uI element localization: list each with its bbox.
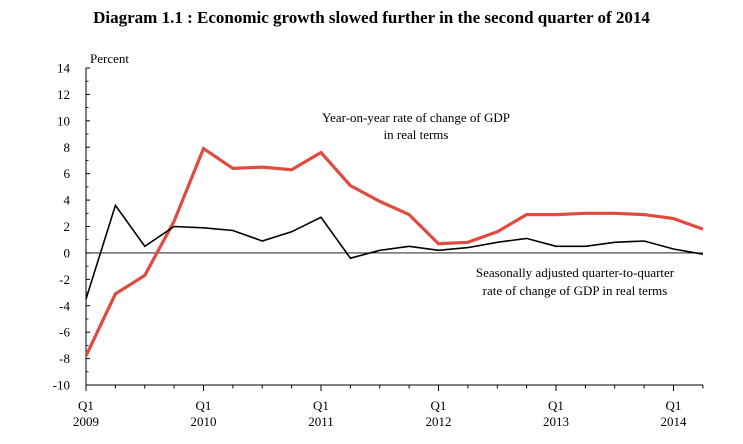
x-tick-label-quarter: Q1 xyxy=(78,398,94,413)
chart-title: Diagram 1.1 : Economic growth slowed fur… xyxy=(93,8,650,27)
x-tick-label-quarter: Q1 xyxy=(313,398,329,413)
x-tick-label-quarter: Q1 xyxy=(548,398,564,413)
annotation-yoy-line1: Year-on-year rate of change of GDP xyxy=(322,110,510,125)
ticks: 14121086420-2-4-6-8-10Q12009Q12010Q12011… xyxy=(53,61,704,429)
y-tick-label: -10 xyxy=(53,378,70,393)
x-tick-label-quarter: Q1 xyxy=(431,398,447,413)
y-tick-label: -4 xyxy=(59,298,70,313)
y-tick-label: 0 xyxy=(64,245,71,260)
y-axis-label: Percent xyxy=(90,51,129,66)
annotation-yoy-line2: in real terms xyxy=(384,127,449,142)
series-line-quarter-to-quarter xyxy=(85,203,704,300)
x-tick-label-year: 2014 xyxy=(661,414,688,429)
x-tick-label-year: 2012 xyxy=(426,414,452,429)
y-tick-label: 4 xyxy=(64,193,71,208)
y-tick-label: 8 xyxy=(64,140,71,155)
y-tick-label: 12 xyxy=(57,87,70,102)
x-tick-label-quarter: Q1 xyxy=(666,398,682,413)
y-tick-label: 6 xyxy=(64,166,71,181)
annotation-qoq-line2: rate of change of GDP in real terms xyxy=(483,283,668,298)
y-tick-label: 10 xyxy=(57,113,70,128)
annotation-qoq-line1: Seasonally adjusted quarter-to-quarter xyxy=(476,265,675,280)
series-lines xyxy=(84,146,704,357)
y-tick-label: -2 xyxy=(59,272,70,287)
x-tick-label-year: 2009 xyxy=(73,414,99,429)
y-tick-label: -6 xyxy=(59,325,70,340)
x-tick-label-quarter: Q1 xyxy=(196,398,212,413)
x-tick-label-year: 2011 xyxy=(308,414,334,429)
series-line-year-on-year xyxy=(84,146,704,357)
y-tick-label: 14 xyxy=(57,61,71,76)
y-tick-label: -8 xyxy=(59,351,70,366)
x-tick-label-year: 2013 xyxy=(543,414,569,429)
x-tick-label-year: 2010 xyxy=(191,414,217,429)
y-tick-label: 2 xyxy=(64,219,71,234)
